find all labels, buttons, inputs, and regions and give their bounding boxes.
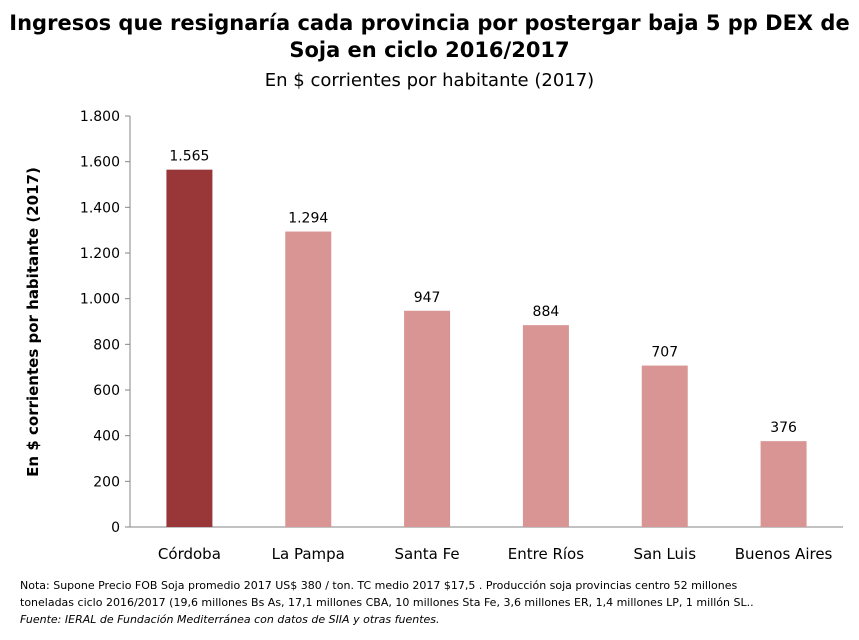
x-tick-label: Córdoba <box>158 545 221 563</box>
bar-value-label: 376 <box>770 420 797 436</box>
note-line-2: toneladas ciclo 2016/2017 (19,6 millones… <box>20 596 754 609</box>
y-tick-label: 1.200 <box>80 246 120 262</box>
y-tick-label: 1.800 <box>80 109 120 125</box>
y-tick-label: 200 <box>93 474 120 490</box>
bars <box>166 169 807 528</box>
note-line-1: Nota: Supone Precio FOB Soja promedio 20… <box>20 579 738 592</box>
y-axis-label: En $ corrientes por habitante (2017) <box>24 167 42 477</box>
chart-title: Ingresos que resignaría cada provincia p… <box>0 10 859 64</box>
data-labels: 1.565 1.294 947 884 707 376 <box>169 149 797 436</box>
chart-title-line-2: Soja en ciclo 2016/2017 <box>289 38 570 62</box>
y-tick-label: 400 <box>93 429 120 445</box>
y-tick-label: 1.600 <box>80 155 120 171</box>
bar-value-label: 707 <box>651 345 678 361</box>
x-tick-label: San Luis <box>633 545 696 563</box>
bar-value-label: 884 <box>533 304 560 320</box>
x-tick-label: Santa Fe <box>395 545 460 563</box>
x-tick-label: Buenos Aires <box>735 545 833 563</box>
bar <box>285 231 332 527</box>
bar <box>522 325 569 527</box>
source-line: Fuente: IERAL de Fundación Mediterránea … <box>20 613 440 626</box>
bar <box>166 169 213 528</box>
x-tick-label: Entre Ríos <box>508 545 584 563</box>
bar <box>641 365 688 527</box>
y-tick-label: 1.000 <box>80 292 120 308</box>
x-tick-label: La Pampa <box>272 545 345 563</box>
y-tick-label: 800 <box>93 337 120 353</box>
chart-title-line-1: Ingresos que resignaría cada provincia p… <box>9 11 850 35</box>
bar-value-label: 947 <box>414 290 441 306</box>
bar-value-label: 1.294 <box>288 211 328 227</box>
y-tick-label: 600 <box>93 383 120 399</box>
footnote: Nota: Supone Precio FOB Soja promedio 20… <box>20 577 850 628</box>
bar-value-label: 1.565 <box>169 149 209 165</box>
y-tick-label: 1.400 <box>80 200 120 216</box>
y-tick-label: 0 <box>111 520 120 536</box>
bar-chart: 0 200 400 600 800 1.000 1.200 1.400 1.600 1.800 C… <box>24 109 843 563</box>
bar <box>404 310 451 527</box>
chart-subtitle: En $ corrientes por habitante (2017) <box>264 70 595 91</box>
x-axis: Córdoba La Pampa Santa Fe Entre Ríos San Lui… <box>130 526 843 563</box>
bar <box>760 441 807 527</box>
y-axis: 0 200 400 600 800 1.000 1.200 1.400 1.600 1.800 <box>80 109 131 536</box>
